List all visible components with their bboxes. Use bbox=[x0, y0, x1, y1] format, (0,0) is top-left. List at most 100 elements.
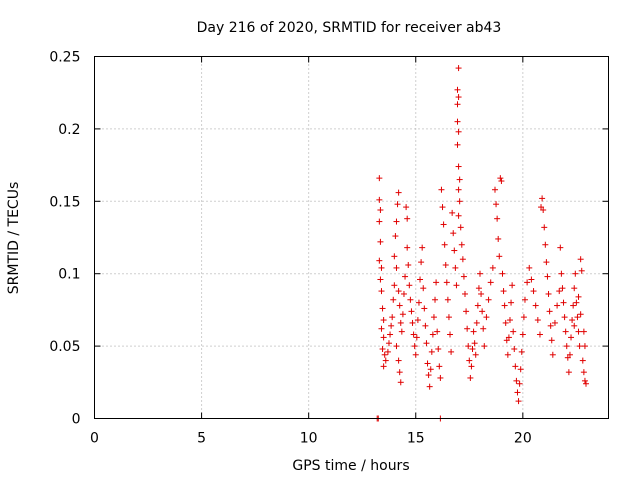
data-point bbox=[466, 357, 473, 364]
data-point bbox=[571, 322, 578, 329]
data-point bbox=[399, 311, 406, 318]
data-point bbox=[464, 325, 471, 332]
data-point bbox=[544, 273, 551, 280]
data-point bbox=[453, 282, 460, 289]
data-point bbox=[392, 233, 399, 240]
data-point bbox=[494, 215, 501, 222]
y-tick-label: 0.25 bbox=[49, 50, 80, 66]
data-point bbox=[376, 257, 383, 264]
data-point bbox=[391, 282, 398, 289]
data-point bbox=[404, 244, 411, 251]
y-axis-label: SRMTID / TECUs bbox=[6, 182, 22, 295]
data-point bbox=[516, 380, 523, 387]
data-point bbox=[539, 195, 546, 202]
data-point bbox=[393, 218, 400, 225]
data-point bbox=[491, 186, 498, 193]
data-point bbox=[554, 302, 561, 309]
data-point bbox=[414, 317, 421, 324]
data-point bbox=[398, 328, 405, 335]
data-point bbox=[469, 345, 476, 352]
data-point bbox=[577, 311, 584, 318]
data-point bbox=[568, 334, 575, 341]
data-point bbox=[377, 276, 384, 283]
data-point bbox=[558, 270, 565, 277]
data-point bbox=[475, 285, 482, 292]
data-point bbox=[530, 288, 537, 295]
data-point bbox=[423, 340, 430, 347]
data-point bbox=[561, 314, 568, 321]
data-point bbox=[442, 262, 449, 269]
data-point bbox=[395, 288, 402, 295]
data-point bbox=[403, 204, 410, 211]
data-point bbox=[379, 305, 386, 312]
data-point bbox=[425, 372, 432, 379]
data-point bbox=[575, 328, 582, 335]
y-tick-label: 0.05 bbox=[49, 339, 80, 355]
data-point bbox=[454, 141, 461, 148]
data-point bbox=[395, 357, 402, 364]
data-point bbox=[483, 314, 490, 321]
x-tick-label: 15 bbox=[407, 431, 425, 447]
chart-title: Day 216 of 2020, SRMTID for receiver ab4… bbox=[197, 20, 502, 36]
data-point bbox=[519, 331, 526, 338]
data-point bbox=[389, 314, 396, 321]
x-tick-label: 5 bbox=[197, 431, 206, 447]
data-point bbox=[376, 175, 383, 182]
data-point bbox=[405, 262, 412, 269]
grid bbox=[94, 56, 609, 419]
data-point bbox=[502, 319, 509, 326]
data-point bbox=[393, 343, 400, 350]
data-point bbox=[396, 302, 403, 309]
data-point bbox=[532, 302, 539, 309]
data-point bbox=[427, 366, 434, 373]
data-points bbox=[374, 65, 590, 422]
data-point bbox=[496, 253, 503, 260]
data-point bbox=[576, 343, 583, 350]
data-point bbox=[395, 189, 402, 196]
data-point bbox=[477, 270, 483, 277]
data-point bbox=[474, 302, 481, 309]
data-point bbox=[495, 235, 502, 242]
data-point bbox=[378, 288, 385, 295]
data-point bbox=[562, 328, 569, 335]
data-point bbox=[470, 328, 477, 335]
data-point bbox=[426, 383, 433, 390]
data-point bbox=[509, 282, 516, 289]
data-point bbox=[487, 279, 494, 286]
y-tick-label: 0.1 bbox=[58, 267, 80, 283]
data-point bbox=[479, 308, 486, 315]
data-point bbox=[443, 279, 450, 286]
data-point bbox=[471, 340, 478, 347]
data-point bbox=[493, 201, 500, 208]
data-point bbox=[382, 357, 389, 364]
data-point bbox=[463, 308, 470, 315]
data-point bbox=[381, 351, 388, 358]
data-point bbox=[459, 256, 466, 263]
data-point bbox=[462, 290, 469, 297]
data-point bbox=[432, 296, 439, 303]
y-tick-label: 0 bbox=[72, 412, 81, 428]
data-point bbox=[424, 360, 431, 367]
data-point bbox=[397, 379, 404, 386]
data-point bbox=[454, 101, 461, 108]
axes: 0 5 10 15 20 0 0.05 0.1 0.15 0.2 0.25 bbox=[49, 50, 609, 447]
data-point bbox=[499, 270, 506, 277]
data-point bbox=[501, 302, 508, 309]
data-point bbox=[411, 343, 418, 350]
data-point bbox=[556, 288, 563, 295]
data-point bbox=[480, 325, 487, 332]
data-point bbox=[569, 317, 576, 324]
data-point bbox=[457, 224, 464, 231]
data-point bbox=[472, 351, 479, 358]
data-point bbox=[388, 322, 395, 329]
data-point bbox=[468, 363, 475, 370]
data-point bbox=[412, 351, 419, 358]
data-point bbox=[380, 334, 387, 341]
data-point bbox=[526, 264, 533, 271]
data-point bbox=[497, 175, 504, 182]
data-point bbox=[455, 163, 462, 170]
data-point bbox=[465, 343, 472, 350]
data-point bbox=[421, 305, 428, 312]
data-point bbox=[572, 270, 579, 277]
